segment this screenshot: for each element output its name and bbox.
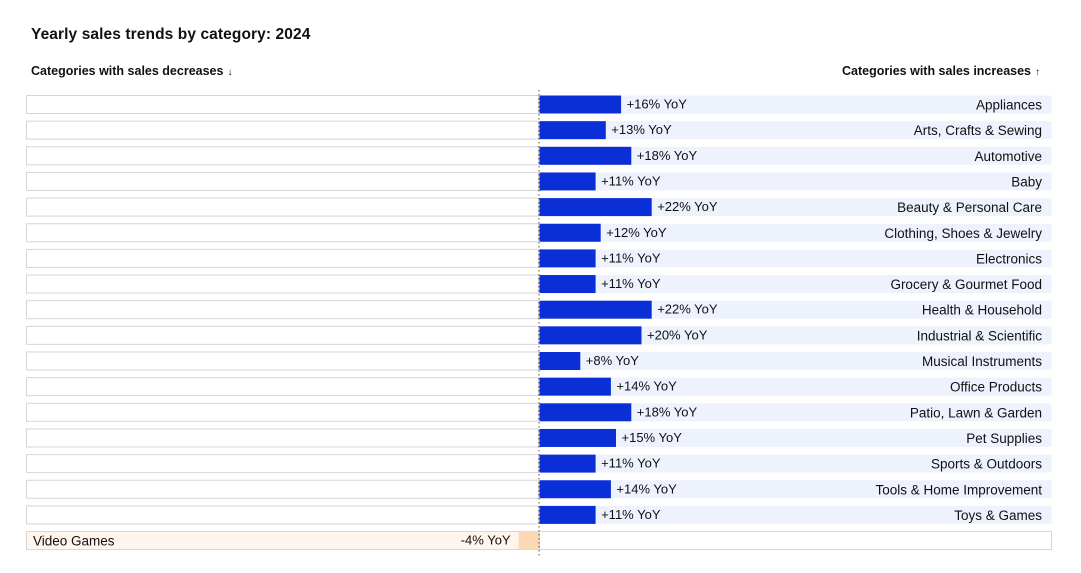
category-label: Beauty & Personal Care (897, 200, 1042, 215)
row-track-left (26, 274, 539, 294)
data-label: +20% YoY (647, 327, 708, 342)
category-label: Grocery & Gourmet Food (890, 277, 1042, 292)
row-track-right (539, 275, 1052, 294)
row-track-left (26, 454, 539, 474)
data-label: +18% YoY (637, 404, 698, 419)
row-track-right (539, 428, 1052, 447)
data-label: +11% YoY (601, 276, 661, 291)
bar (539, 403, 632, 422)
row-track-left (26, 146, 539, 166)
decreases-header-label: Categories with sales decreases (31, 64, 224, 78)
category-label: Automotive (974, 149, 1042, 164)
category-label: Musical Instruments (922, 354, 1042, 369)
row-track-right (539, 352, 1052, 370)
chart-title: Yearly sales trends by category: 2024 (31, 26, 311, 43)
arrow-down-icon: ↓ (227, 67, 233, 78)
row-track-left (26, 95, 539, 114)
data-label: +22% YoY (657, 302, 718, 317)
data-label: +18% YoY (637, 148, 698, 163)
data-label: +11% YoY (601, 456, 661, 471)
row-track-right (539, 121, 1052, 140)
bar (518, 531, 539, 550)
bar (539, 95, 622, 114)
data-label: -4% YoY (461, 533, 511, 548)
row-track-left (26, 402, 539, 422)
row-track-left (26, 223, 539, 243)
category-label: Pet Supplies (966, 431, 1042, 446)
row-track-right (539, 249, 1052, 268)
row-track-left (26, 428, 539, 448)
category-label: Appliances (976, 98, 1042, 113)
bar (539, 454, 596, 473)
row-track-right (539, 531, 1052, 551)
data-label: +13% YoY (611, 122, 672, 137)
bar (539, 275, 596, 294)
row-track-left (26, 479, 539, 499)
category-label: Tools & Home Improvement (875, 482, 1042, 497)
bar (539, 146, 632, 165)
data-label: +16% YoY (627, 97, 688, 112)
category-label: Baby (1011, 174, 1042, 189)
bar (539, 326, 642, 345)
data-label: +11% YoY (601, 173, 661, 188)
data-label: +11% YoY (601, 250, 661, 265)
data-label: +22% YoY (657, 199, 718, 214)
data-label: +11% YoY (601, 507, 661, 522)
row-track-right (539, 198, 1052, 217)
category-label: Health & Household (922, 303, 1042, 318)
category-label: Video Games (33, 534, 115, 549)
bar (539, 223, 601, 242)
category-label: Electronics (976, 251, 1042, 266)
bar (539, 249, 596, 268)
row-track-left (26, 325, 539, 345)
row-track-left (26, 505, 539, 525)
bar (539, 428, 616, 447)
row-track-left (26, 120, 539, 140)
data-label: +8% YoY (586, 353, 639, 368)
bar (539, 198, 652, 217)
row-track-right (539, 146, 1052, 165)
data-label: +12% YoY (606, 225, 667, 240)
row-track-left (26, 377, 539, 397)
data-label: +14% YoY (616, 379, 677, 394)
bar (539, 172, 596, 191)
row-track-right (539, 326, 1052, 345)
row-track-left (26, 351, 539, 371)
category-label: Patio, Lawn & Garden (910, 405, 1042, 420)
bar (539, 377, 611, 396)
increases-header-label: Categories with sales increases (842, 64, 1031, 78)
row-track-right (539, 223, 1052, 242)
category-label: Toys & Games (954, 508, 1042, 523)
row-track-right (539, 480, 1052, 499)
bar (539, 352, 581, 370)
row-track-left (26, 300, 539, 320)
row-track-right (539, 300, 1052, 319)
data-label: +15% YoY (622, 430, 683, 445)
bar (539, 121, 606, 140)
row-track-right (539, 403, 1052, 422)
bar (539, 300, 652, 319)
category-label: Clothing, Shoes & Jewelry (884, 226, 1042, 241)
bar (539, 480, 611, 499)
decreases-header: Categories with sales decreases ↓ (31, 64, 232, 78)
row-track-right (539, 172, 1052, 191)
category-label: Sports & Outdoors (931, 457, 1042, 472)
category-label: Office Products (950, 380, 1042, 395)
arrow-up-icon: ↑ (1035, 67, 1040, 78)
bar (539, 505, 596, 524)
increases-header: Categories with sales increases ↑ (842, 64, 1040, 78)
row-track-left (26, 248, 539, 268)
category-label: Industrial & Scientific (917, 328, 1043, 343)
row-track-right (539, 377, 1052, 396)
row-track-left (26, 197, 539, 217)
category-label: Arts, Crafts & Sewing (914, 123, 1042, 138)
row-track-right (539, 505, 1052, 524)
row-track-right (539, 454, 1052, 473)
data-label: +14% YoY (616, 481, 677, 496)
row-track-right (539, 95, 1052, 114)
row-track-left (26, 171, 539, 191)
